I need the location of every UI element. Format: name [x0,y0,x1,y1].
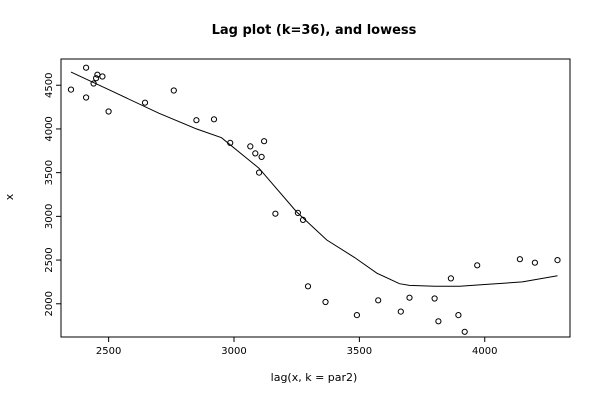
scatter-point [531,259,539,266]
scatter-point [431,295,438,302]
x-tick-label: 3000 [221,346,246,357]
scatter-point [193,117,200,124]
scatter-point [141,99,149,106]
scatter-point [99,73,106,80]
scatter-point [304,283,312,290]
scatter-point [247,143,254,150]
scatter-point [516,256,524,263]
scatter-point [322,298,329,306]
scatter-point [435,318,442,325]
x-tick-label: 2500 [96,346,121,357]
scatter-point [461,328,468,335]
scatter-point [397,308,404,315]
scatter-point [83,64,90,71]
scatter-point [90,80,97,87]
y-tick-label: 4000 [44,116,55,141]
scatter-point [258,153,265,160]
x-tick-label: 3500 [347,346,372,357]
scatter-point [105,108,112,115]
scatter-point [256,169,263,176]
x-axis: 2500 3000 3500 4000 [96,337,497,357]
scatter-point [83,94,90,101]
y-tick-label: 2000 [44,291,55,316]
scatter-point [406,294,413,301]
scatter-point [455,312,462,319]
scatter-point [353,312,360,319]
scatter-points [67,64,561,335]
scatter-point [299,216,307,223]
scatter-point [554,257,561,264]
y-tick-label: 3000 [44,204,55,229]
x-axis-label: lag(x, k = par2) [271,371,358,384]
y-tick-label: 2500 [44,247,55,272]
scatter-point [252,150,259,157]
lowess-line [70,71,558,287]
scatter-point [210,116,218,123]
scatter-point [67,86,75,93]
scatter-point [294,209,301,216]
scatter-point [93,75,100,82]
scatter-point [474,262,481,269]
scatter-point [170,87,177,94]
y-tick-label: 3500 [44,160,55,185]
scatter-point [447,275,454,282]
y-axis: 2000 2500 3000 3500 4000 4500 [44,72,61,317]
chart-title: Lag plot (k=36), and lowess [212,23,417,38]
x-tick-label: 4000 [472,346,497,357]
scatter-point [272,210,279,217]
y-tick-label: 4500 [44,72,55,97]
scatter-point [227,139,234,146]
plot-frame [60,58,571,338]
scatter-point [375,297,382,304]
y-axis-label: x [3,193,16,200]
scatter-point [261,138,268,145]
